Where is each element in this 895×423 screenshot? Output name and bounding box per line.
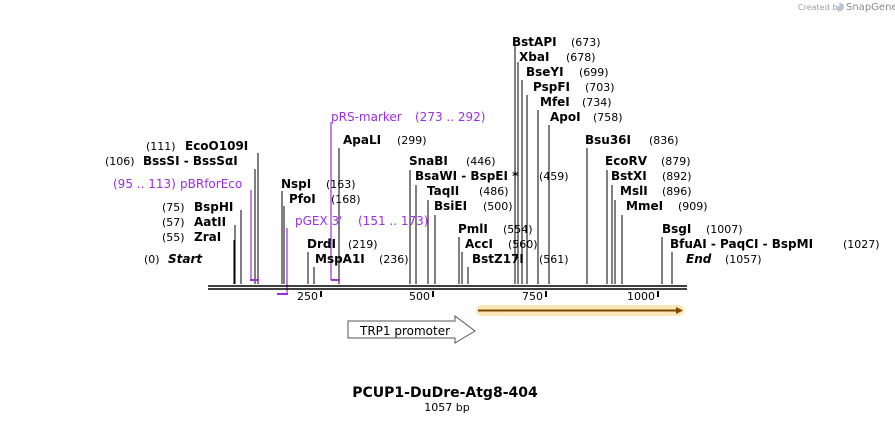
site-name-mmei: MmeI — [626, 199, 663, 213]
site-pos-apali: (299) — [397, 134, 427, 147]
site-name-pmli: PmlI — [458, 222, 488, 236]
dna-backbone — [208, 285, 687, 290]
feature-trp1-label: TRP1 promoter — [359, 324, 450, 338]
site-pos-mmei: (909) — [678, 200, 708, 213]
site-name-zrai: ZraI — [194, 230, 221, 244]
site-pos-bsiei: (500) — [483, 200, 513, 213]
site-name-bsawi: BsaWI - BspEI * — [415, 169, 519, 183]
site-name-pfoi: PfoI — [289, 192, 316, 206]
site-name-bsiei: BsiEI — [434, 199, 467, 213]
site-name-snabi: SnaBI — [409, 154, 448, 168]
primer-marks — [250, 279, 340, 295]
site-name-msli: MslI — [620, 184, 648, 198]
site-pos-bstxi: (892) — [662, 170, 692, 183]
primer-leaders — [250, 122, 332, 294]
site-name-acci: AccI — [465, 237, 493, 251]
credit-text: Created by — [798, 3, 842, 12]
map-length: 1057 bp — [424, 401, 469, 414]
site-pos-ecoo109i: (111) — [146, 140, 176, 153]
site-pos-bsssi: (106) — [105, 155, 135, 168]
site-name-nspi: NspI — [281, 177, 311, 191]
site-name-bseyi: BseYI — [526, 65, 564, 79]
site-name-bsssi: BssSI - BssSαI — [143, 154, 238, 168]
feature-trp1-promoter[interactable]: TRP1 promoter — [347, 315, 476, 344]
site-pos-pspfi: (703) — [585, 81, 615, 94]
primer-name-pbrforeco: pBRforEco — [180, 177, 242, 191]
site-pos-aatii: (57) — [162, 216, 185, 229]
site-pos-nspi: (163) — [326, 178, 356, 191]
site-pos-pmli: (554) — [503, 223, 533, 236]
site-pos-ecorv: (879) — [661, 155, 691, 168]
site-pos-mspa1i: (236) — [379, 253, 409, 266]
feature-orange-orf[interactable] — [476, 305, 684, 316]
site-pos-bfuai: (1027) — [843, 238, 880, 251]
primer-range-pbrforeco: (95 .. 113) — [113, 177, 176, 191]
site-name-aatii: AatII — [194, 215, 226, 229]
ruler-ticks — [320, 291, 659, 297]
site-name-bsu36i: Bsu36I — [585, 133, 631, 147]
site-pos-xbai: (678) — [566, 51, 596, 64]
site-pos-bsphi: (75) — [162, 201, 185, 214]
site-pos-bstz17i: (561) — [539, 253, 569, 266]
site-name-bstxi: BstXI — [611, 169, 647, 183]
site-name-xbai: XbaI — [519, 50, 549, 64]
site-pos-zrai: (55) — [162, 231, 185, 244]
site-pos-bstapi: (673) — [571, 36, 601, 49]
tick-label-750: 750 — [522, 290, 543, 303]
snapgene-logo-icon — [836, 3, 844, 11]
site-name-apoi: ApoI — [550, 110, 581, 124]
primer-range-prs-marker: (273 .. 292) — [415, 110, 485, 124]
site-pos-mfei: (734) — [582, 96, 612, 109]
site-name-mfei: MfeI — [540, 95, 570, 109]
site-pos-taqii: (486) — [479, 185, 509, 198]
site-name-bfuai: BfuAI - PaqCI - BspMI — [670, 237, 813, 251]
primer-name-pgex3: pGEX 3' — [295, 214, 342, 228]
end-pos: (1057) — [725, 253, 762, 266]
primer-range-pgex3: (151 .. 173) — [358, 214, 428, 228]
site-name-ecorv: EcoRV — [605, 154, 648, 168]
start-pos: (0) — [144, 253, 160, 266]
tick-label-500: 500 — [409, 290, 430, 303]
site-name-taqii: TaqII — [427, 184, 459, 198]
brand-text: SnapGene — [846, 2, 895, 13]
site-leaders — [233, 44, 673, 284]
site-name-bstapi: BstAPI — [512, 35, 557, 49]
site-name-ecoo109i: EcoO109I — [185, 139, 248, 153]
site-pos-acci: (560) — [508, 238, 538, 251]
site-pos-drdi: (219) — [348, 238, 378, 251]
site-name-apali: ApaLI — [343, 133, 381, 147]
site-name-drdi: DrdI — [307, 237, 336, 251]
site-pos-pfoi: (168) — [331, 193, 361, 206]
tick-label-1000: 1000 — [627, 290, 655, 303]
map-title: PCUP1-DuDre-Atg8-404 — [352, 385, 538, 401]
site-pos-snabi: (446) — [466, 155, 496, 168]
site-pos-bsawi: (459) — [539, 170, 569, 183]
start-label: Start — [168, 252, 203, 266]
site-pos-msli: (896) — [662, 185, 692, 198]
site-pos-bseyi: (699) — [579, 66, 609, 79]
site-name-mspa1i: MspA1I — [315, 252, 365, 266]
site-pos-bsu36i: (836) — [649, 134, 679, 147]
primer-name-prs-marker: pRS-marker — [331, 110, 402, 124]
site-pos-bsgi: (1007) — [706, 223, 743, 236]
site-name-bstz17i: BstZ17I — [472, 252, 524, 266]
site-name-bsgi: BsgI — [662, 222, 691, 236]
site-name-pspfi: PspFI — [533, 80, 570, 94]
site-pos-apoi: (758) — [593, 111, 623, 124]
end-label: End — [686, 252, 712, 266]
tick-label-250: 250 — [297, 290, 318, 303]
site-name-bsphi: BspHI — [194, 200, 233, 214]
